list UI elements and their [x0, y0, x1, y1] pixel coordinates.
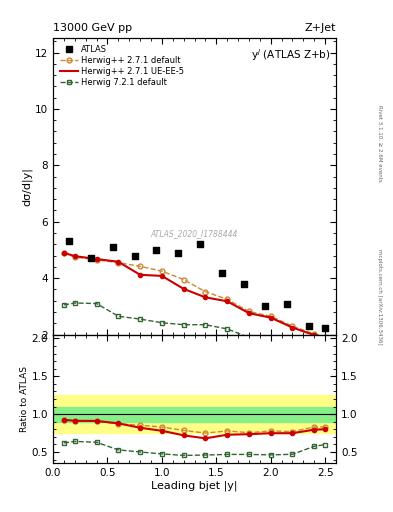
Point — [262, 302, 268, 310]
Y-axis label: Ratio to ATLAS: Ratio to ATLAS — [20, 366, 29, 432]
Point — [197, 240, 203, 248]
Text: Z+Jet: Z+Jet — [305, 23, 336, 33]
Legend: ATLAS, Herwig++ 2.7.1 default, Herwig++ 2.7.1 UE-EE-5, Herwig 7.2.1 default: ATLAS, Herwig++ 2.7.1 default, Herwig++ … — [57, 42, 187, 90]
Point — [241, 280, 247, 288]
Text: mcplots.cern.ch [arXiv:1306.3436]: mcplots.cern.ch [arXiv:1306.3436] — [377, 249, 382, 345]
Point — [153, 246, 160, 254]
Point — [132, 251, 138, 260]
Text: y$^{j}$ (ATLAS Z+b): y$^{j}$ (ATLAS Z+b) — [251, 47, 331, 63]
Point — [110, 243, 116, 251]
Point — [66, 238, 73, 246]
Point — [284, 300, 290, 308]
Text: Rivet 3.1.10, ≥ 2.6M events: Rivet 3.1.10, ≥ 2.6M events — [377, 105, 382, 182]
X-axis label: Leading bjet |y|: Leading bjet |y| — [151, 481, 238, 492]
Point — [322, 324, 328, 332]
Text: ATLAS_2020_I1788444: ATLAS_2020_I1788444 — [151, 229, 238, 239]
Point — [306, 322, 312, 330]
Point — [219, 268, 225, 276]
Bar — [53, 407, 336, 422]
Point — [88, 254, 94, 263]
Y-axis label: dσ/d|y|: dσ/d|y| — [22, 167, 32, 206]
Point — [175, 249, 181, 257]
Text: 13000 GeV pp: 13000 GeV pp — [53, 23, 132, 33]
Bar — [53, 395, 336, 433]
